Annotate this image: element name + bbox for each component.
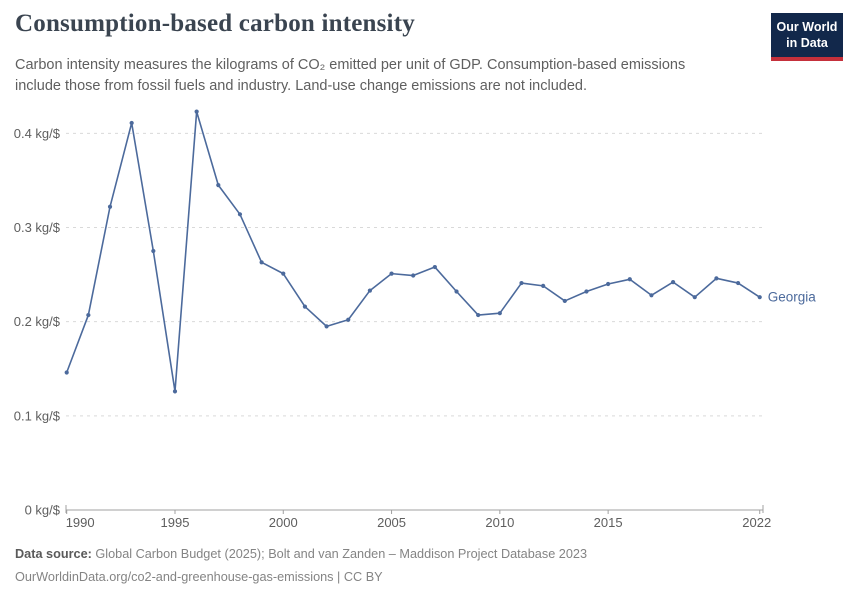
data-point[interactable]: [454, 289, 459, 294]
data-point[interactable]: [346, 317, 351, 322]
data-point[interactable]: [324, 324, 329, 329]
data-point[interactable]: [216, 183, 221, 188]
data-point[interactable]: [107, 204, 113, 209]
series-line: [65, 110, 761, 393]
owid-logo-line2: in Data: [786, 36, 828, 51]
x-axis-tick-label: 2015: [594, 515, 623, 530]
data-point[interactable]: [259, 260, 264, 265]
line-chart[interactable]: 0 kg/$ 0.1 kg/$ 0.2 kg/$ 0.3 kg/$ 0.4 kg/$ 19…: [0, 95, 850, 540]
owid-logo[interactable]: Our World in Data: [771, 13, 843, 61]
data-point[interactable]: [129, 120, 134, 126]
data-point[interactable]: [432, 264, 437, 270]
data-point[interactable]: [172, 389, 178, 394]
data-point[interactable]: [367, 288, 372, 293]
x-axis-tick-label: 2010: [485, 515, 514, 530]
data-point[interactable]: [606, 281, 611, 287]
data-point[interactable]: [151, 248, 156, 254]
series-label-georgia[interactable]: Georgia: [768, 290, 817, 305]
data-point[interactable]: [584, 289, 589, 294]
data-point[interactable]: [411, 273, 416, 278]
chart-subtitle-line2: include those from fossil fuels and indu…: [15, 78, 587, 94]
chart-footer: Data source: Global Carbon Budget (2025)…: [15, 543, 815, 589]
x-axis-tick-label: 2022: [742, 515, 771, 530]
datasource-label: Data source:: [15, 547, 92, 561]
y-axis-tick-label: 0 kg/$: [25, 503, 61, 518]
chart-subtitle: Carbon intensity measures the kilograms …: [15, 55, 725, 97]
datasource-text: Global Carbon Budget (2025); Bolt and va…: [95, 547, 588, 561]
y-axis-tick-label: 0.3 kg/$: [14, 220, 61, 235]
page-title: Consumption-based carbon intensity: [15, 10, 415, 37]
data-point[interactable]: [64, 370, 69, 375]
y-axis-tick-label: 0.4 kg/$: [14, 126, 61, 141]
data-point[interactable]: [519, 280, 524, 286]
owid-logo-line1: Our World: [776, 20, 838, 34]
data-point[interactable]: [194, 109, 199, 114]
data-point[interactable]: [627, 277, 632, 282]
data-point[interactable]: [649, 293, 654, 298]
datasource-line: Data source: Global Carbon Budget (2025)…: [15, 543, 815, 566]
data-point[interactable]: [281, 271, 286, 276]
y-axis-tick-label: 0.1 kg/$: [14, 408, 61, 423]
data-point[interactable]: [735, 280, 741, 286]
x-axis-tick-label: 1995: [161, 515, 190, 530]
data-point[interactable]: [497, 311, 502, 316]
data-point[interactable]: [389, 271, 394, 276]
data-point[interactable]: [692, 295, 697, 300]
data-point[interactable]: [302, 304, 308, 309]
data-point[interactable]: [562, 298, 567, 304]
y-axis-tick-label: 0.2 kg/$: [14, 314, 61, 329]
x-axis-tick-label: 2000: [269, 515, 298, 530]
data-point[interactable]: [237, 212, 243, 217]
data-point[interactable]: [757, 295, 762, 300]
x-axis-tick-label: 1990: [66, 515, 95, 530]
data-point[interactable]: [670, 280, 676, 285]
data-point[interactable]: [714, 276, 719, 281]
x-axis-tick-label: 2005: [377, 515, 406, 530]
chart-subtitle-line1: Carbon intensity measures the kilograms …: [15, 57, 686, 73]
footer-link[interactable]: OurWorldinData.org/co2-and-greenhouse-ga…: [15, 570, 383, 584]
data-point[interactable]: [476, 312, 481, 318]
data-point[interactable]: [86, 312, 91, 318]
data-point[interactable]: [541, 283, 546, 288]
